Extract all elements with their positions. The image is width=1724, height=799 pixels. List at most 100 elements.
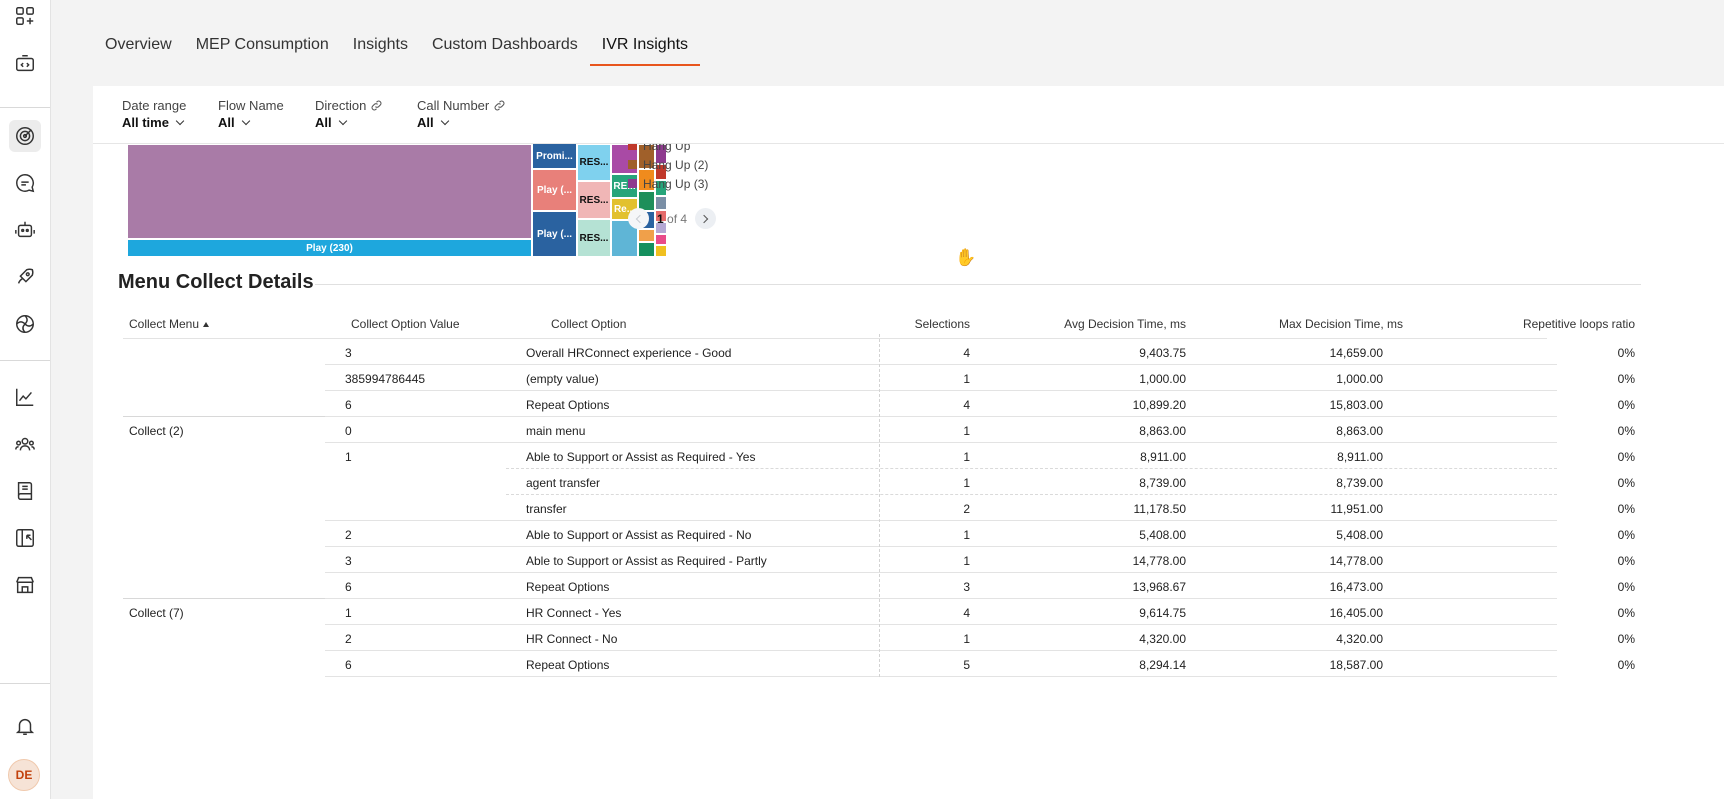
table-row[interactable]: 3 Overall HRConnect experience - Good 4 9,4…: [123, 339, 1635, 365]
filter-date-range[interactable]: Date range All time: [122, 98, 186, 130]
table-row[interactable]: 2 HR Connect - No 1 4,320.00 4,320.00 0%: [123, 625, 1635, 651]
row-divider: [325, 598, 1557, 599]
treemap-cell[interactable]: Play (...: [532, 211, 577, 257]
cell-max-decision: 16,473.00: [1329, 580, 1383, 594]
bot-icon[interactable]: [9, 214, 41, 246]
table-row[interactable]: Collect (7) 1 HR Connect - Yes 4 9,614.75 16,…: [123, 598, 1635, 625]
sidebar: DE: [0, 0, 51, 799]
target-icon[interactable]: [9, 120, 41, 152]
filter-direction[interactable]: Direction All: [315, 98, 383, 130]
chat-icon[interactable]: [9, 167, 41, 199]
cell-loops-ratio: 0%: [1617, 372, 1635, 386]
treemap-cell-play[interactable]: Play (230): [127, 239, 532, 257]
cell-loops-ratio: 0%: [1617, 658, 1635, 672]
col-avg-decision[interactable]: Avg Decision Time, ms: [1064, 317, 1186, 331]
cell-max-decision: 11,951.00: [1330, 502, 1384, 516]
treemap-cell[interactable]: [655, 144, 667, 164]
cell-max-decision: 14,778.00: [1329, 554, 1383, 568]
table-row[interactable]: 385994786445 (empty value) 1 1,000.00 1,000.…: [123, 365, 1635, 391]
link-icon: [371, 100, 382, 111]
tab-insights[interactable]: Insights: [352, 36, 408, 53]
apps-icon[interactable]: [9, 0, 41, 32]
contacts-icon[interactable]: [9, 428, 41, 460]
column-dashed-divider: [879, 334, 880, 677]
treemap-cell[interactable]: [611, 220, 638, 257]
table-row[interactable]: 2 Able to Support or Assist as Required -…: [123, 521, 1635, 547]
ai-swirl-icon[interactable]: [9, 308, 41, 340]
store-icon[interactable]: [9, 569, 41, 601]
legend-label: Hang Up (3): [643, 176, 709, 191]
bell-icon[interactable]: [9, 710, 41, 742]
cell-option-value: 3: [345, 346, 352, 360]
tab-mep-consumption[interactable]: MEP Consumption: [195, 36, 329, 53]
legend-swatch: [628, 141, 637, 150]
avatar[interactable]: DE: [8, 759, 40, 791]
cell-avg-decision: 9,614.75: [1139, 606, 1186, 620]
filter-call-number[interactable]: Call Number All: [417, 98, 506, 130]
treemap-cell[interactable]: [655, 164, 667, 180]
import-icon[interactable]: [9, 522, 41, 554]
table-row[interactable]: 6 Repeat Options 5 8,294.14 18,587.00 0%: [123, 651, 1635, 677]
treemap-legend: Hang Up Hang Up (2) Hang Up (3): [628, 136, 708, 193]
col-max-decision[interactable]: Max Decision Time, ms: [1278, 317, 1403, 331]
treemap-cell[interactable]: [655, 222, 667, 234]
treemap-cell[interactable]: RES...: [577, 219, 611, 257]
row-divider: [325, 546, 1557, 547]
prev-page-button[interactable]: [628, 208, 649, 229]
treemap-cell[interactable]: RES...: [577, 144, 611, 181]
tab-ivr-insights[interactable]: IVR Insights: [589, 24, 701, 66]
row-divider: [325, 442, 1557, 443]
table-row[interactable]: transfer 2 11,178.50 11,951.00 0%: [123, 495, 1635, 521]
code-icon[interactable]: [9, 48, 41, 80]
treemap-cell[interactable]: [655, 196, 667, 210]
legend-item[interactable]: Hang Up (3): [628, 174, 708, 193]
cell-avg-decision: 10,899.20: [1132, 398, 1186, 412]
cell-max-decision: 8,739.00: [1336, 476, 1383, 490]
tab-overview[interactable]: Overview: [105, 36, 172, 53]
cell-selections: 1: [963, 632, 970, 646]
treemap-cell[interactable]: [655, 245, 667, 257]
tab-custom-dashboards[interactable]: Custom Dashboards: [431, 36, 578, 53]
treemap-cell[interactable]: [655, 180, 667, 196]
treemap-cell[interactable]: Play (...: [532, 169, 577, 211]
table-row[interactable]: Collect (2) 0 main menu 1 8,863.00 8,863.00 0%: [123, 416, 1635, 443]
table-row[interactable]: 1 Able to Support or Assist as Required -…: [123, 443, 1635, 469]
menu-collect-table: Collect Menu Collect Option Value Collec…: [123, 308, 1635, 677]
cell-option: Able to Support or Assist as Required - …: [526, 528, 752, 542]
table-row[interactable]: 3 Able to Support or Assist as Required -…: [123, 547, 1635, 573]
legend-label: Hang Up (2): [643, 157, 709, 172]
table-row[interactable]: 6 Repeat Options 3 13,968.67 16,473.00 0%: [123, 573, 1635, 599]
cell-max-decision: 4,320.00: [1336, 632, 1383, 646]
cell-option: agent transfer: [526, 476, 601, 490]
treemap-cell[interactable]: [655, 234, 667, 245]
treemap-cell[interactable]: [127, 144, 532, 239]
col-label: Collect Menu: [129, 317, 200, 331]
table-row[interactable]: agent transfer 1 8,739.00 8,739.00 0%: [123, 469, 1635, 495]
treemap-cell[interactable]: [638, 242, 655, 257]
cell-max-decision: 1,000.00: [1336, 372, 1383, 386]
treemap-cell[interactable]: [638, 169, 655, 191]
col-collect-menu[interactable]: Collect Menu: [129, 317, 210, 331]
treemap-cell[interactable]: [638, 229, 655, 242]
treemap-cell[interactable]: Promi...: [532, 144, 577, 169]
col-selections[interactable]: Selections: [914, 317, 970, 331]
book-icon[interactable]: [9, 475, 41, 507]
cell-avg-decision: 11,178.50: [1133, 502, 1187, 516]
col-option-value[interactable]: Collect Option Value: [351, 317, 460, 331]
treemap-cell[interactable]: [638, 191, 655, 211]
treemap-cell[interactable]: [655, 210, 667, 222]
table-row[interactable]: 6 Repeat Options 4 10,899.20 15,803.00 0%: [123, 391, 1635, 417]
analytics-icon[interactable]: [9, 381, 41, 413]
col-loops-ratio[interactable]: Repetitive loops ratio: [1522, 317, 1635, 331]
filter-flow-name[interactable]: Flow Name All: [218, 98, 284, 130]
rocket-icon[interactable]: [9, 261, 41, 293]
filter-bar: Date range All time Flow Name All Direct…: [93, 86, 1724, 144]
col-option[interactable]: Collect Option: [551, 317, 627, 331]
pager-total: of 4: [667, 211, 688, 226]
next-page-button[interactable]: [695, 208, 717, 229]
legend-item[interactable]: Hang Up (2): [628, 155, 708, 174]
treemap-cell[interactable]: RES...: [577, 181, 611, 219]
treemap-cell[interactable]: [638, 144, 655, 169]
section-divider: [315, 284, 1641, 285]
chevron-down-icon: [175, 116, 185, 126]
